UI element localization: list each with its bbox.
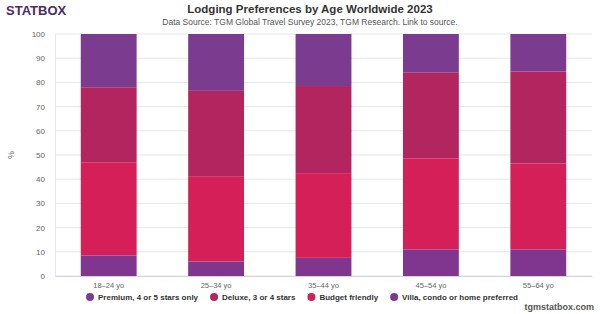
x-axis: 18–24 yo 25–34 yo 35–44 yo 45–54 yo 55–64 yo: [56, 276, 593, 290]
y-tick: 10: [36, 248, 55, 257]
y-tick: 30: [36, 199, 55, 208]
legend: Premium, 4 or 5 stars only Deluxe, 3 or 4…: [86, 293, 518, 302]
chart: STATBOX Lodging Preferences by Age Worldw…: [0, 0, 600, 314]
y-tick-label: 70: [36, 103, 45, 112]
legend-label: Deluxe, 3 or 4 stars: [222, 293, 296, 302]
bar: [81, 34, 137, 87]
legend-item: Premium, 4 or 5 stars only: [86, 293, 199, 302]
legend-label: Budget friendly: [319, 293, 378, 302]
x-tick-label: 25–34 yo: [201, 281, 232, 290]
y-tick: 80: [36, 78, 55, 87]
legend-label: Villa, condo or home preferred: [402, 293, 518, 302]
y-tick: 60: [36, 127, 55, 136]
y-tick: 0: [41, 272, 55, 281]
x-tick-label: 45–54 yo: [415, 281, 446, 290]
y-tick: 50: [36, 151, 55, 160]
legend-item: Budget friendly: [307, 293, 378, 302]
legend-item: Villa, condo or home preferred: [390, 293, 518, 302]
x-tick: 35–44 yo: [308, 276, 339, 290]
logo: STATBOX: [6, 3, 67, 18]
bar: [403, 159, 459, 250]
grid: [55, 34, 592, 276]
y-axis-line: [55, 35, 56, 277]
bar: [403, 73, 459, 159]
bar: [403, 34, 459, 73]
legend-marker: [210, 293, 218, 301]
y-tick-label: 100: [32, 30, 46, 39]
title: Lodging Preferences by Age Worldwide 202…: [187, 3, 432, 15]
bar: [403, 249, 459, 276]
legend-label: Premium, 4 or 5 stars only: [98, 293, 199, 302]
y-axis-title: %: [6, 151, 16, 159]
x-tick: 55–64 yo: [523, 276, 554, 290]
legend-item: Deluxe, 3 or 4 stars: [210, 293, 296, 302]
y-tick: 40: [36, 175, 55, 184]
x-axis-line: [56, 276, 593, 277]
legend-marker: [86, 293, 94, 301]
y-tick-label: 20: [36, 224, 45, 233]
y-tick: 70: [36, 103, 55, 112]
subtitle: Data Source: TGM Global Travel Survey 20…: [162, 17, 457, 27]
y-tick-label: 40: [36, 175, 45, 184]
bar: [188, 91, 244, 177]
bar: [296, 258, 352, 276]
bar: [188, 261, 244, 276]
bar: [81, 162, 137, 255]
y-tick-label: 90: [36, 54, 45, 63]
x-tick: 18–24 yo: [93, 276, 124, 290]
plot: 0 10 20 30 40 50 60 70 80 90 100 18–24 yo 25–34 yo 35…: [32, 30, 593, 290]
x-tick-label: 55–64 yo: [523, 281, 554, 290]
y-tick-label: 10: [36, 248, 45, 257]
bar: [188, 177, 244, 262]
y-tick-label: 60: [36, 127, 45, 136]
y-tick-label: 50: [36, 151, 45, 160]
legend-marker: [390, 293, 398, 301]
bar: [296, 173, 352, 258]
x-tick-label: 18–24 yo: [93, 281, 124, 290]
bar: [296, 34, 352, 86]
y-tick: 90: [36, 54, 55, 63]
bar: [510, 163, 566, 249]
y-tick: 100: [32, 30, 55, 39]
bar: [81, 87, 137, 162]
y-tick-label: 80: [36, 78, 45, 87]
x-tick-label: 35–44 yo: [308, 281, 339, 290]
source-site: tgmstatbox.com: [524, 302, 594, 312]
bar: [296, 86, 352, 173]
y-tick-label: 0: [41, 272, 46, 281]
y-tick: 20: [36, 224, 55, 233]
y-tick-label: 30: [36, 199, 45, 208]
bar: [510, 72, 566, 164]
bar: [81, 255, 137, 276]
x-tick: 45–54 yo: [415, 276, 446, 290]
bar: [510, 249, 566, 276]
y-axis: 0 10 20 30 40 50 60 70 80 90 100: [32, 30, 56, 281]
legend-marker: [307, 293, 315, 301]
x-tick: 25–34 yo: [201, 276, 232, 290]
bar: [188, 34, 244, 91]
bars: [81, 34, 566, 276]
bar: [510, 34, 566, 72]
